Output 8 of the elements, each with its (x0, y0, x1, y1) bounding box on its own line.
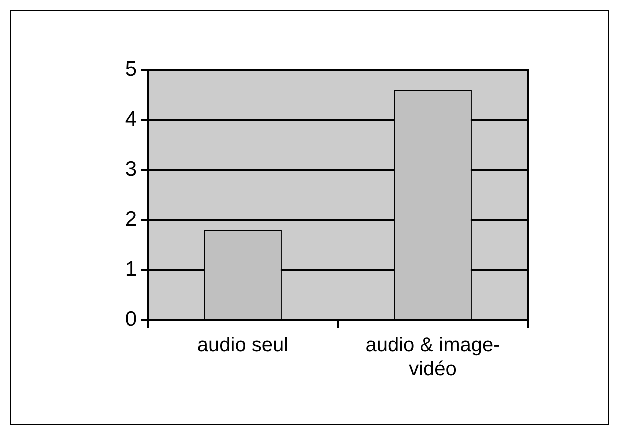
y-tick-label: 0 (125, 308, 137, 331)
y-tick-label: 3 (125, 158, 137, 181)
y-tick-label: 4 (125, 108, 138, 131)
y-tick-label: 2 (125, 208, 137, 231)
y-tick-label: 5 (125, 58, 137, 81)
x-tick-label: audio seul (197, 334, 289, 357)
y-tick-label: 1 (125, 258, 137, 281)
x-tick-label: audio & image-vidéo (366, 334, 500, 381)
